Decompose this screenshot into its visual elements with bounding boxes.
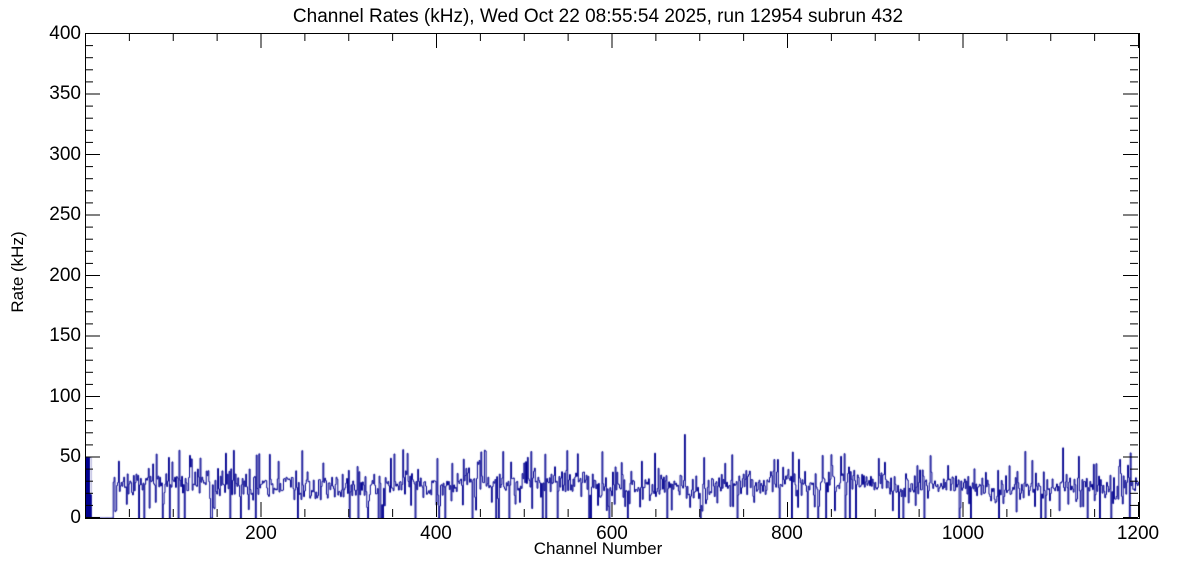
y-tick-150: 150 — [49, 325, 81, 346]
x-tick-200: 200 — [245, 523, 277, 544]
y-tick-400: 400 — [49, 23, 81, 44]
x-tick-1200: 1200 — [1116, 523, 1160, 544]
y-tick-250: 250 — [49, 204, 81, 225]
x-axis-title: Channel Number — [533, 539, 663, 558]
x-tick-400: 400 — [420, 523, 452, 544]
y-tick-200: 200 — [49, 265, 81, 286]
plot-area — [86, 34, 1139, 518]
y-axis-tick-labels: 400 350 300 250 200 150 100 50 0 — [3, 0, 81, 572]
rate-histogram-canvas — [86, 34, 1139, 518]
y-axis-title: Rate (kHz) — [8, 231, 27, 313]
y-tick-100: 100 — [49, 386, 81, 407]
y-tick-350: 350 — [49, 83, 81, 104]
y-tick-50: 50 — [59, 446, 81, 467]
y-tick-0: 0 — [70, 507, 81, 528]
chart-title: Channel Rates (kHz), Wed Oct 22 08:55:54… — [292, 6, 904, 27]
x-tick-800: 800 — [771, 523, 803, 544]
x-tick-1000: 1000 — [941, 523, 985, 544]
x-tick-600: 600 — [596, 523, 628, 544]
y-tick-300: 300 — [49, 144, 81, 165]
